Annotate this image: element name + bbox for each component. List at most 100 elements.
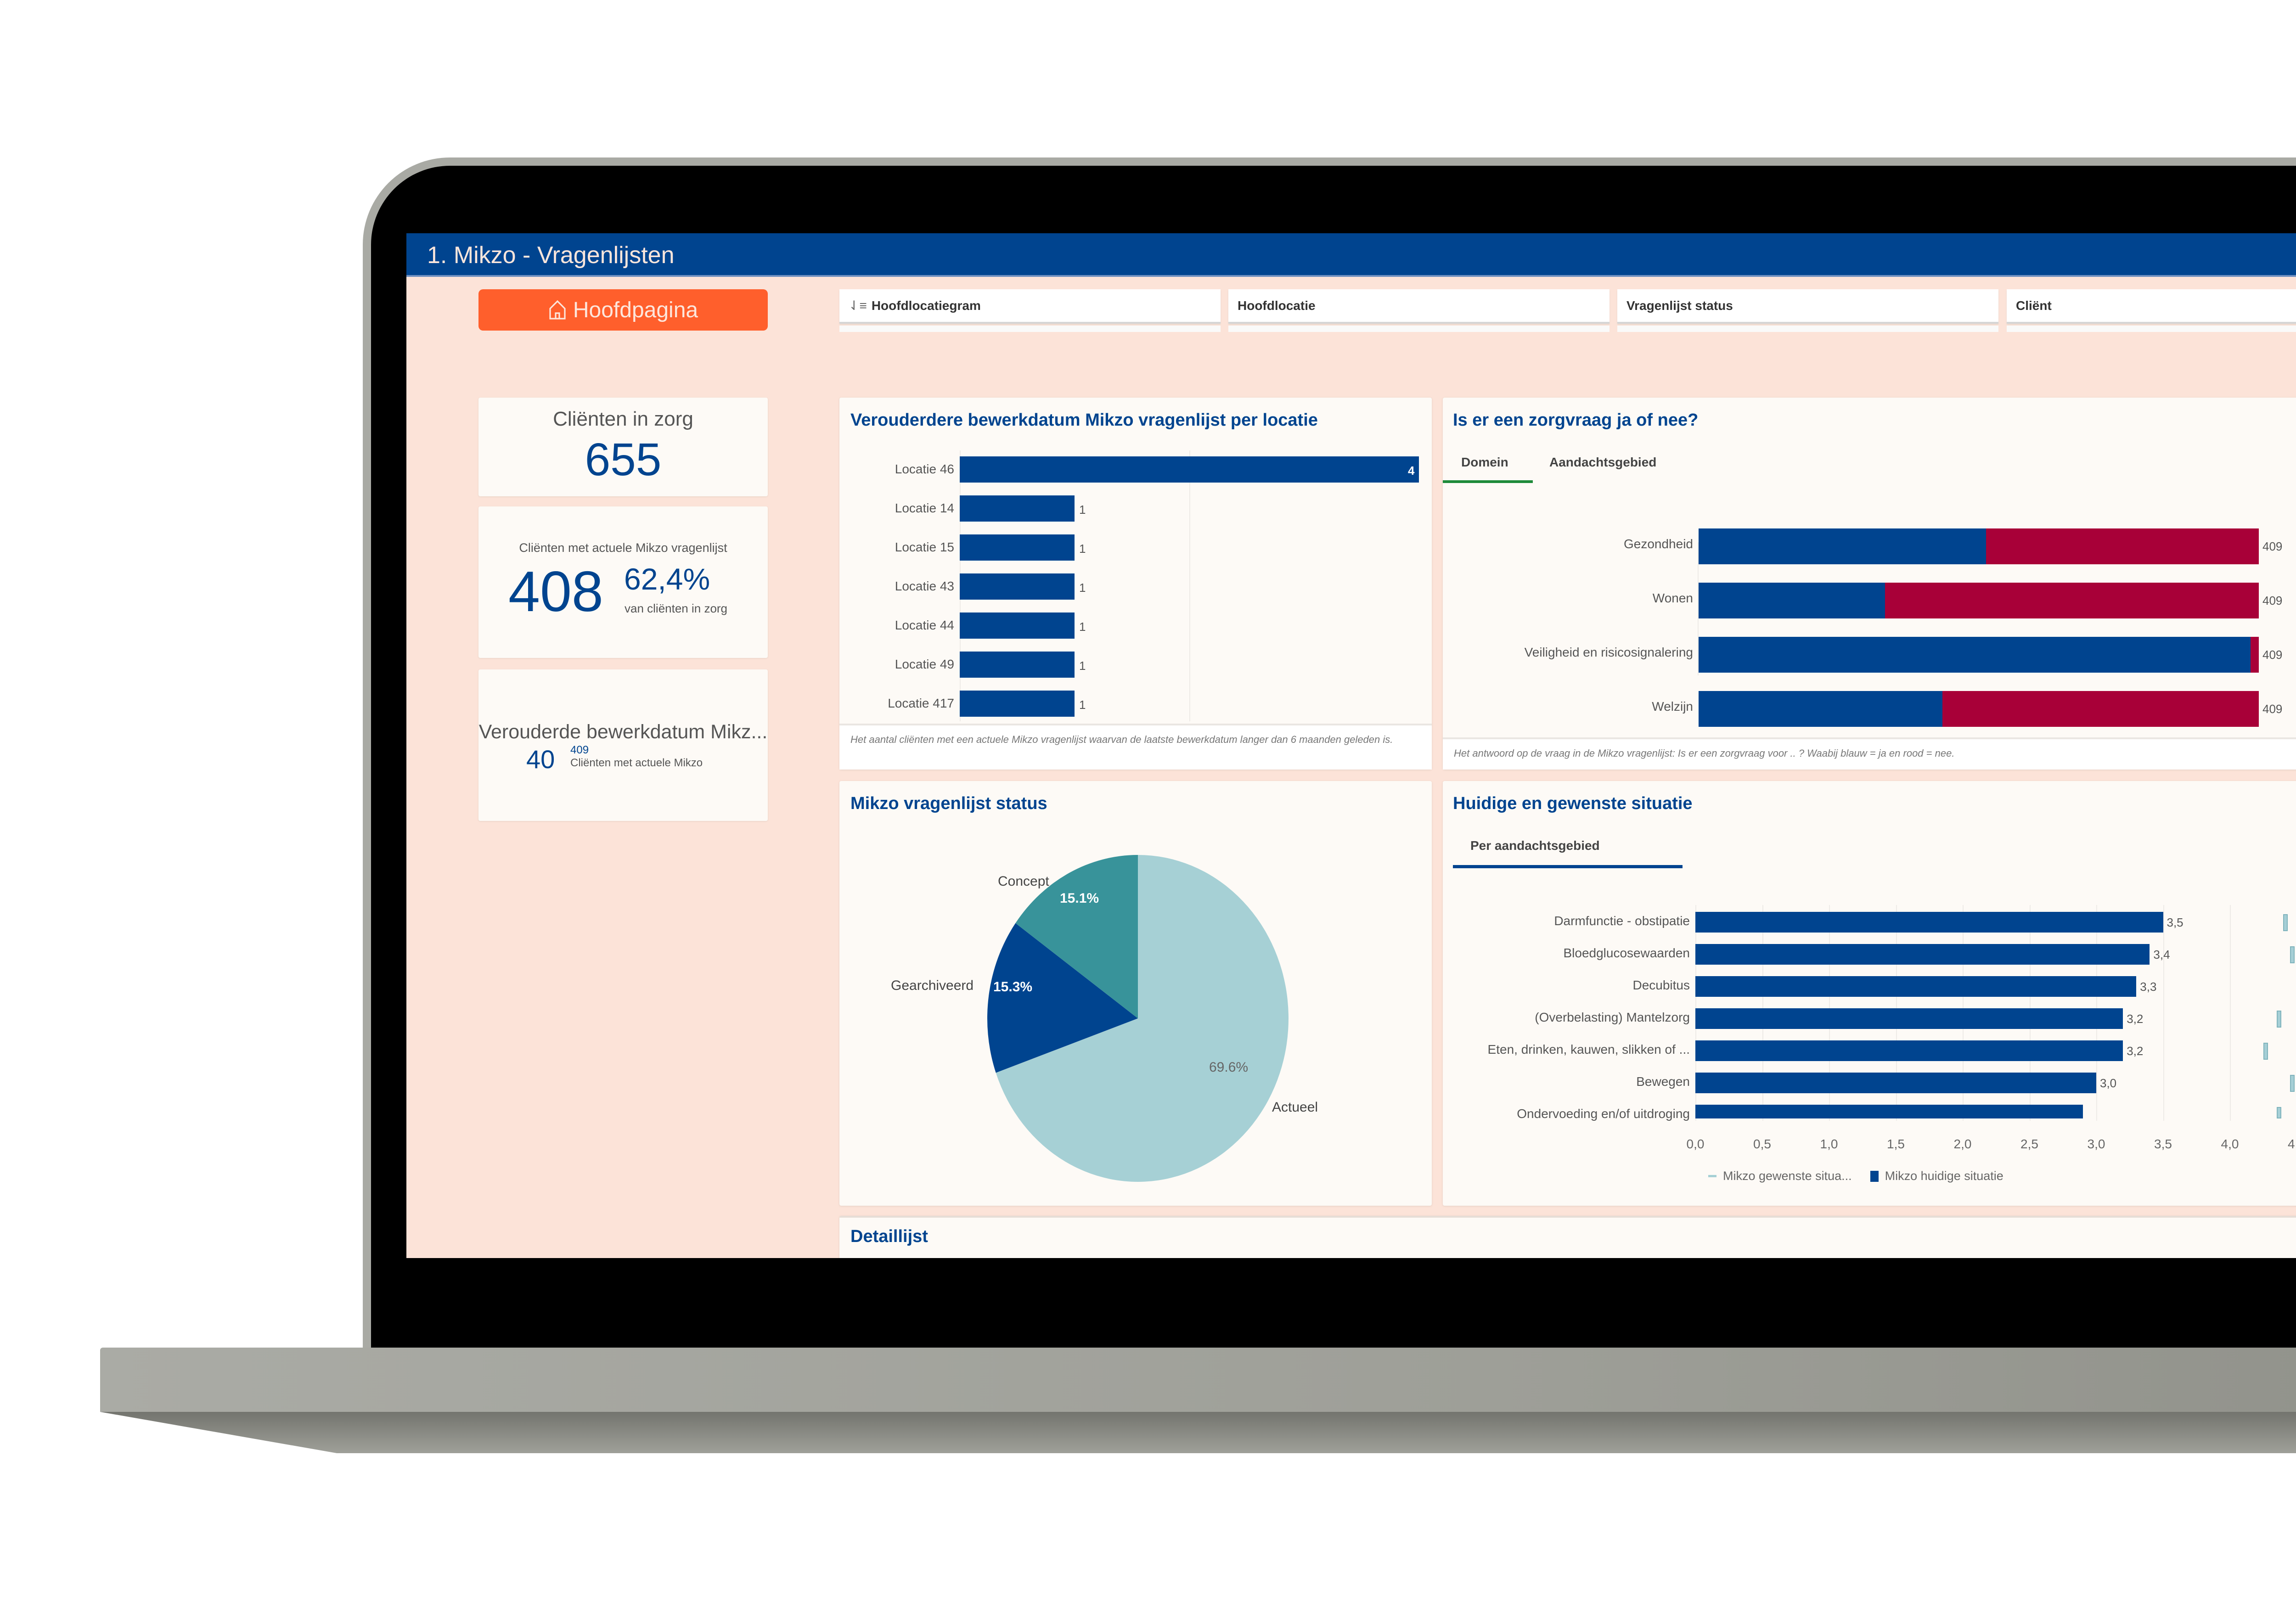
bar-value: 3,4 [2153,948,2170,961]
kpi-value: 408 [508,560,603,624]
tab-aandachtsgebied[interactable]: Aandachtsgebied [1549,455,1657,469]
slicer-dropdown-bar [2007,326,2296,332]
bar-label: Bewegen [1636,1074,1690,1089]
bar-label: Veiligheid en risicosignalering [1524,645,1693,659]
bar[interactable] [960,495,1075,522]
bar-segment-nee[interactable] [2251,637,2259,673]
legend-marker-current [1870,1170,1879,1182]
desired-marker[interactable] [2290,946,2295,963]
bar-value: 1 [1079,659,1086,673]
kpi-percentage: 62,4% [624,562,710,596]
bar-label: Locatie 44 [895,618,954,632]
bar-label: Bloedglucosewaarden [1563,946,1690,960]
pie-value-label: 15.1% [1060,891,1099,906]
bar-total: 409 [2262,539,2283,553]
home-icon [549,300,566,320]
slicer-label: Vragenlijst status [1626,298,1733,313]
page-title: 1. Mikzo - Vragenlijsten [427,242,675,269]
bar-segment-ja[interactable] [1699,528,1986,564]
active-tab-indicator [1453,865,1683,868]
x-tick-label: 0,5 [1753,1137,1771,1151]
desired-marker[interactable] [2276,1011,2281,1028]
slicer-label: Cliënt [2016,298,2052,313]
bar-label: Locatie 43 [895,579,954,593]
bar-segment-ja[interactable] [1699,637,2251,673]
bar[interactable] [960,691,1075,717]
laptop-base [100,1348,2296,1412]
panel-title: Verouderdere bewerkdatum Mikzo vragenlij… [850,410,1318,430]
x-tick-label: 3,0 [2087,1137,2105,1151]
kpi-percentage-label: van cliënten in zorg [625,601,728,615]
tab-domein[interactable]: Domein [1461,455,1508,469]
bar-value: 3,5 [2167,916,2183,929]
bar-segment-nee[interactable] [1885,583,2259,618]
x-tick-label: 2,0 [1953,1137,1972,1151]
active-tab-indicator [1443,480,1533,483]
kpi-card-outdated: Verouderde bewerkdatum Mikz... 40 409 Cl… [478,669,768,821]
pie-chart-status: 69.6% Actueel Gearchiveerd 15.3% Concept 15.1… [891,855,1318,1182]
bar-current[interactable] [1695,1105,2083,1118]
bar-value: 1 [1079,542,1086,556]
pie-category-label: Gearchiveerd [891,978,974,993]
panel-title: Huidige en gewenste situatie [1453,794,1693,813]
bar-value: 1 [1079,503,1086,517]
kpi-label: Cliënten met actuele Mikzo vragenlijst [519,541,727,555]
gridline [1698,542,1699,675]
bar-segment-nee[interactable] [1942,691,2259,727]
panel-status: Mikzo vragenlijst status 69.6% Actueel Gea… [839,781,1432,1206]
slicer-dropdown-bar [1617,326,1998,332]
x-tick-label: 4,0 [2221,1137,2239,1151]
home-button[interactable]: Hoofdpagina [478,289,768,331]
bar-current[interactable] [1695,976,2137,997]
pie-category-label: Concept [998,874,1049,889]
slicer-client[interactable]: Cliënt [2007,289,2296,324]
legend-marker-desired [1708,1175,1716,1177]
bar-segment-ja[interactable] [1699,691,1942,727]
legend-label: Mikzo huidige situatie [1885,1169,2003,1183]
panel-title: Is er een zorgvraag ja of nee? [1453,410,1699,430]
panel-footnote: Het aantal cliënten met een actuele Mikz… [839,724,1432,770]
bar-segment-nee[interactable] [1986,528,2259,564]
pie-slice-actueel[interactable] [996,855,1289,1182]
desired-marker[interactable] [2263,1043,2268,1060]
bar-value: 3,0 [2100,1076,2117,1090]
bar-segment-ja[interactable] [1699,583,1885,618]
bar-current[interactable] [1695,1073,2096,1093]
kpi-card-clients-in-care: Cliënten in zorg 655 [478,398,768,496]
legend-label: Mikzo gewenste situa... [1723,1169,1852,1183]
gridline [2230,905,2231,1121]
laptop-base-front [100,1412,2296,1453]
pie-slice-concept[interactable] [1015,855,1138,1018]
x-tick-label: 1,5 [1887,1137,1905,1151]
kpi-value: 40 [526,745,555,774]
bar[interactable] [960,456,1419,483]
gridline [2163,905,2164,1121]
bar-total: 409 [2262,702,2283,716]
bar-current[interactable] [1695,1008,2123,1029]
slicer-vragenlijst-status[interactable]: Vragenlijst status [1617,289,1998,324]
slicer-hoofdlocatie[interactable]: Hoofdlocatie [1228,289,1609,324]
slicer-hoofdlocatiegram[interactable]: ⇃≡ Hoofdlocatiegram [839,289,1221,324]
bar[interactable] [960,573,1075,600]
bar[interactable] [960,534,1075,561]
bar-label: Locatie 14 [895,501,954,515]
kpi-reference-label: Cliënten met actuele Mikzo [570,757,703,769]
desired-marker[interactable] [2290,1075,2295,1092]
tab-per-aandachtsgebied[interactable]: Per aandachtsgebied [1470,838,1600,853]
kpi-reference-value: 409 [570,744,589,756]
hierarchy-icon: ⇃≡ [849,298,867,313]
bar-label: Ondervoeding en/of uitdroging [1517,1107,1690,1121]
chart-legend: Mikzo gewenste situa... Mikzo huidige si… [1708,1169,2003,1183]
bar[interactable] [960,652,1075,678]
x-tick-label: 0,0 [1686,1137,1705,1151]
bar-current[interactable] [1695,912,2163,933]
pie-slice-gearchiveerd[interactable] [987,923,1138,1073]
bar-current[interactable] [1695,944,2150,965]
desired-marker[interactable] [2276,1107,2281,1118]
dashboard-screen: 1. Mikzo - Vragenlijsten Accordis ‹ › Ho… [406,233,2296,1258]
bar[interactable] [960,612,1075,639]
panel-situation: Huidige en gewenste situatie Per aandach… [1443,781,2296,1206]
x-tick-label: 2,5 [2020,1137,2038,1151]
desired-marker[interactable] [2283,914,2288,931]
bar-current[interactable] [1695,1040,2123,1061]
